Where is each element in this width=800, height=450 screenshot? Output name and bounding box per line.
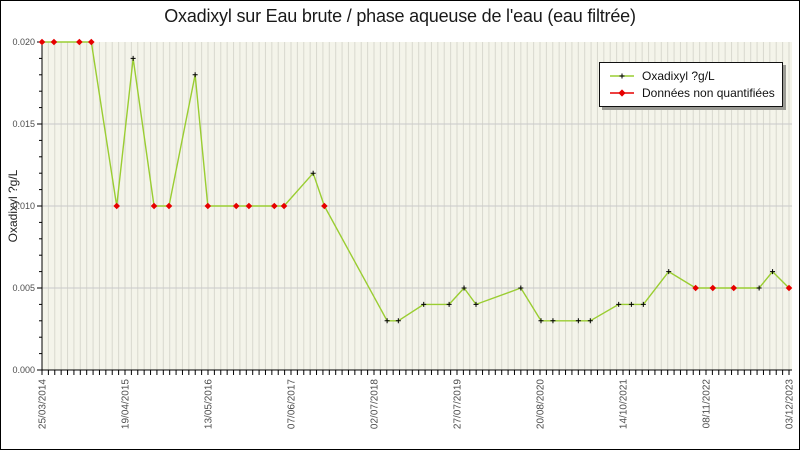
y-tick-label: 0.015 [12, 119, 35, 129]
data-point-quantified [130, 55, 136, 61]
data-point-non-quantified [280, 202, 288, 210]
data-point-quantified [550, 318, 556, 324]
data-point-quantified [616, 301, 622, 307]
y-tick-label: 0.020 [12, 37, 35, 47]
legend-label-oxadixyl: Oxadixyl ?g/L [642, 69, 715, 83]
data-point-non-quantified [730, 284, 738, 292]
red-line-diamond-marker-icon [610, 89, 634, 97]
data-point-quantified [587, 318, 593, 324]
x-tick-label: 03/12/2023 [785, 379, 796, 429]
data-point-quantified [518, 285, 524, 291]
x-tick-label: 19/04/2015 [121, 379, 132, 429]
x-tick-label: 13/05/2016 [204, 379, 215, 429]
data-point-non-quantified [76, 38, 83, 46]
y-tick-label: 0.000 [12, 365, 35, 375]
x-tick-label: 14/10/2021 [619, 379, 630, 429]
y-tick-label: 0.005 [12, 283, 35, 293]
data-point-quantified [575, 318, 581, 324]
legend: Oxadixyl ?g/L Données non quantifiées [599, 62, 783, 107]
data-point-non-quantified [785, 284, 793, 292]
data-point-quantified [461, 285, 467, 291]
data-point-non-quantified [321, 202, 328, 210]
data-point-non-quantified [271, 202, 278, 210]
x-tick-label: 20/08/2020 [536, 379, 547, 429]
data-point-quantified [310, 170, 316, 176]
data-point-quantified [666, 269, 672, 275]
data-point-quantified [192, 72, 198, 78]
data-point-non-quantified [165, 202, 173, 210]
data-point-quantified [628, 301, 634, 307]
x-tick-label: 02/07/2018 [370, 379, 381, 429]
data-point-quantified [384, 318, 390, 324]
data-point-quantified [395, 318, 401, 324]
data-point-quantified [640, 301, 646, 307]
data-point-quantified [756, 285, 762, 291]
x-tick-label: 25/03/2014 [38, 379, 49, 429]
data-point-non-quantified [150, 202, 158, 210]
data-point-non-quantified [232, 202, 240, 210]
x-tick-label: 27/07/2019 [453, 379, 464, 429]
data-point-quantified [770, 269, 776, 275]
data-point-non-quantified [709, 284, 717, 292]
x-tick-label: 07/06/2017 [287, 379, 298, 429]
data-point-quantified [473, 301, 479, 307]
legend-label-non-quantifiees: Données non quantifiées [642, 86, 775, 100]
data-point-non-quantified [113, 202, 120, 210]
data-point-non-quantified [38, 38, 46, 46]
data-point-quantified [446, 301, 452, 307]
data-point-non-quantified [88, 38, 95, 46]
x-tick-label: 08/11/2022 [702, 379, 713, 429]
data-point-non-quantified [245, 202, 253, 210]
chart-title: Oxadixyl sur Eau brute / phase aqueuse d… [164, 6, 636, 26]
data-point-non-quantified [204, 202, 212, 210]
y-tick-label: 0.010 [12, 201, 35, 211]
data-point-non-quantified [692, 284, 699, 292]
data-point-quantified [421, 301, 427, 307]
legend-entry-non-quantifiees: Données non quantifiées [609, 86, 782, 100]
legend-entry-oxadixyl: Oxadixyl ?g/L [609, 69, 782, 83]
data-point-quantified [538, 318, 544, 324]
data-point-non-quantified [50, 38, 58, 46]
green-line-plus-marker-icon [610, 73, 634, 79]
